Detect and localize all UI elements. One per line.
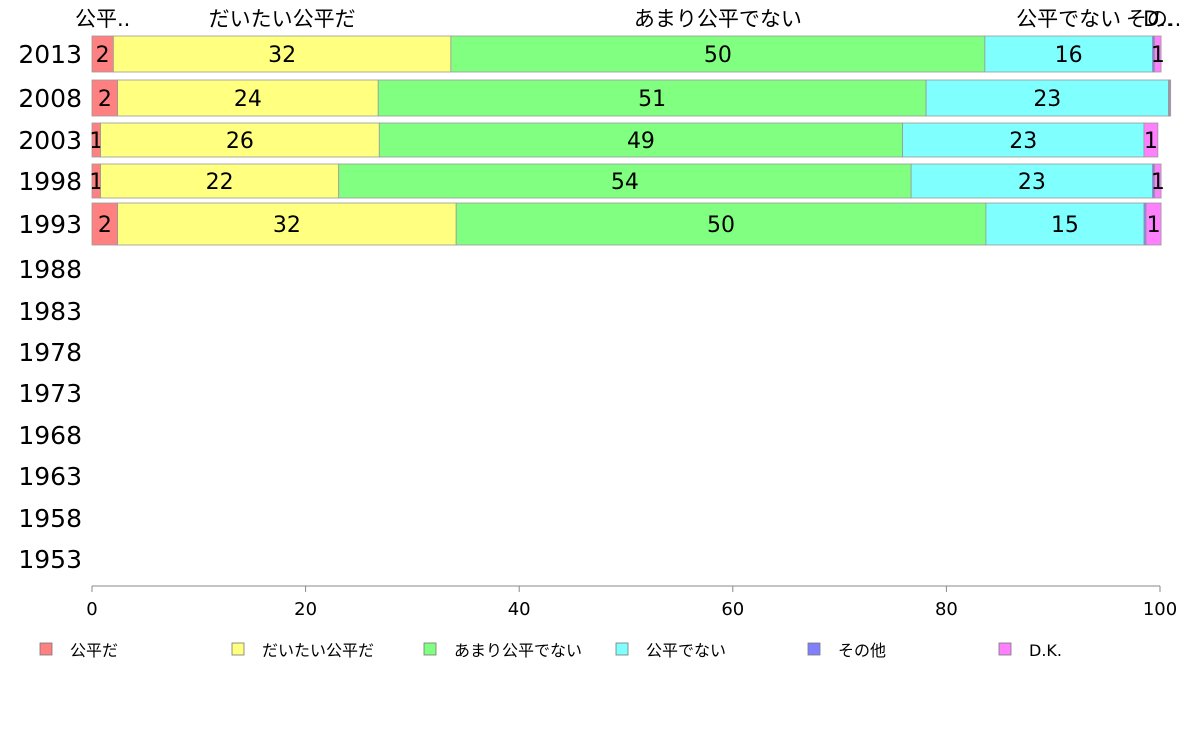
year-label: 1958: [18, 504, 82, 533]
bar-segment: [338, 163, 912, 199]
year-label: 1983: [18, 297, 82, 326]
legend: 公平だ だいたい公平だ あまり公平でない 公平でない その他 D.K.: [39, 641, 1062, 660]
top-series-label: だいたい公平だ: [209, 7, 356, 31]
x-tick-label: 40: [508, 599, 531, 620]
bar-segment: [378, 122, 904, 158]
bar-segment: [117, 79, 379, 117]
bar-segment: [117, 202, 457, 246]
bar-segment: [1143, 122, 1159, 158]
year-label: 1963: [18, 462, 82, 491]
bar-segment: [377, 79, 927, 117]
data-label: 1: [1151, 43, 1165, 68]
bar-segment: [100, 122, 380, 158]
bar-segment: [1145, 202, 1162, 246]
legend-swatch: [423, 642, 437, 656]
top-series-label: 公平..: [75, 7, 130, 31]
bar-segment: [902, 122, 1145, 158]
legend-swatch: [807, 642, 821, 656]
top-series-label: その..: [1126, 7, 1181, 31]
year-label: 1993: [18, 210, 82, 239]
data-label: 1: [1144, 129, 1158, 154]
top-series-labels: 公平.. だいたい公平だ あまり公平でない 公平でない その..D..: [75, 7, 1181, 31]
top-series-label: あまり公平でない: [634, 7, 802, 31]
bar-area: 2 32 50 16 1 2 24 51 23 1 26 49 23 1 1 22 54 23 1 2 32 50 15 1: [89, 35, 1172, 246]
bar-segment: [91, 79, 119, 117]
year-axis-labels: 2013 2008 2003 1998 1993 1988 1983 1978 1973 1968…: [18, 40, 82, 574]
top-series-label: D..: [1143, 7, 1173, 31]
bar-segment: [1169, 79, 1172, 117]
year-label: 2013: [18, 40, 82, 69]
data-label: 1: [1147, 213, 1161, 238]
legend-swatch: [998, 642, 1012, 656]
data-label: 24: [234, 87, 262, 112]
x-tick-label: 100: [1143, 599, 1177, 620]
bar-segment: [100, 163, 340, 199]
data-label: 2: [96, 43, 110, 68]
year-label: 1998: [18, 167, 82, 196]
data-label: 32: [273, 213, 301, 238]
legend-label: だいたい公平だ: [262, 641, 374, 660]
x-tick-label: 0: [86, 599, 97, 620]
x-axis: 0 20 40 60 80 100: [86, 585, 1177, 620]
top-series-label: 公平でない: [1016, 7, 1121, 31]
data-label: 54: [611, 170, 639, 195]
data-label: 50: [704, 43, 732, 68]
data-label: 2: [98, 213, 112, 238]
bar-segment: [1154, 163, 1162, 199]
data-label: 1: [89, 170, 103, 195]
data-label: 49: [627, 129, 655, 154]
year-label: 1973: [18, 379, 82, 408]
bar-segment: [1154, 35, 1162, 73]
data-label: 32: [268, 43, 296, 68]
bar-segment: [910, 163, 1153, 199]
bar-segment: [455, 202, 987, 246]
year-label: 1968: [18, 421, 82, 450]
bar-segment: [985, 202, 1145, 246]
legend-label: 公平でない: [646, 641, 726, 660]
year-label: 1988: [18, 255, 82, 284]
x-tick-label: 60: [721, 599, 744, 620]
data-label: 23: [1033, 87, 1061, 112]
legend-swatch: [615, 642, 629, 656]
bar-segment: [91, 202, 119, 246]
data-label: 1: [1151, 170, 1165, 195]
data-label: 23: [1009, 129, 1037, 154]
x-tick-label: 80: [935, 599, 958, 620]
bar-segment: [112, 35, 452, 73]
data-label: 23: [1018, 170, 1046, 195]
legend-label: D.K.: [1029, 641, 1062, 660]
data-label: 16: [1055, 43, 1083, 68]
year-label: 1978: [18, 338, 82, 367]
year-label: 1953: [18, 545, 82, 574]
legend-swatch: [231, 642, 245, 656]
year-label: 2008: [18, 84, 82, 113]
data-label: 1: [89, 129, 103, 154]
data-label: 50: [707, 213, 735, 238]
legend-label: あまり公平でない: [454, 641, 582, 660]
x-tick-label: 20: [294, 599, 317, 620]
data-label: 15: [1051, 213, 1079, 238]
year-label: 2003: [18, 126, 82, 155]
data-label: 22: [206, 170, 234, 195]
legend-label: その他: [838, 641, 886, 660]
legend-swatch: [39, 642, 53, 656]
data-label: 2: [98, 87, 112, 112]
data-label: 51: [638, 87, 666, 112]
data-label: 26: [226, 129, 254, 154]
legend-label: 公平だ: [70, 641, 118, 660]
